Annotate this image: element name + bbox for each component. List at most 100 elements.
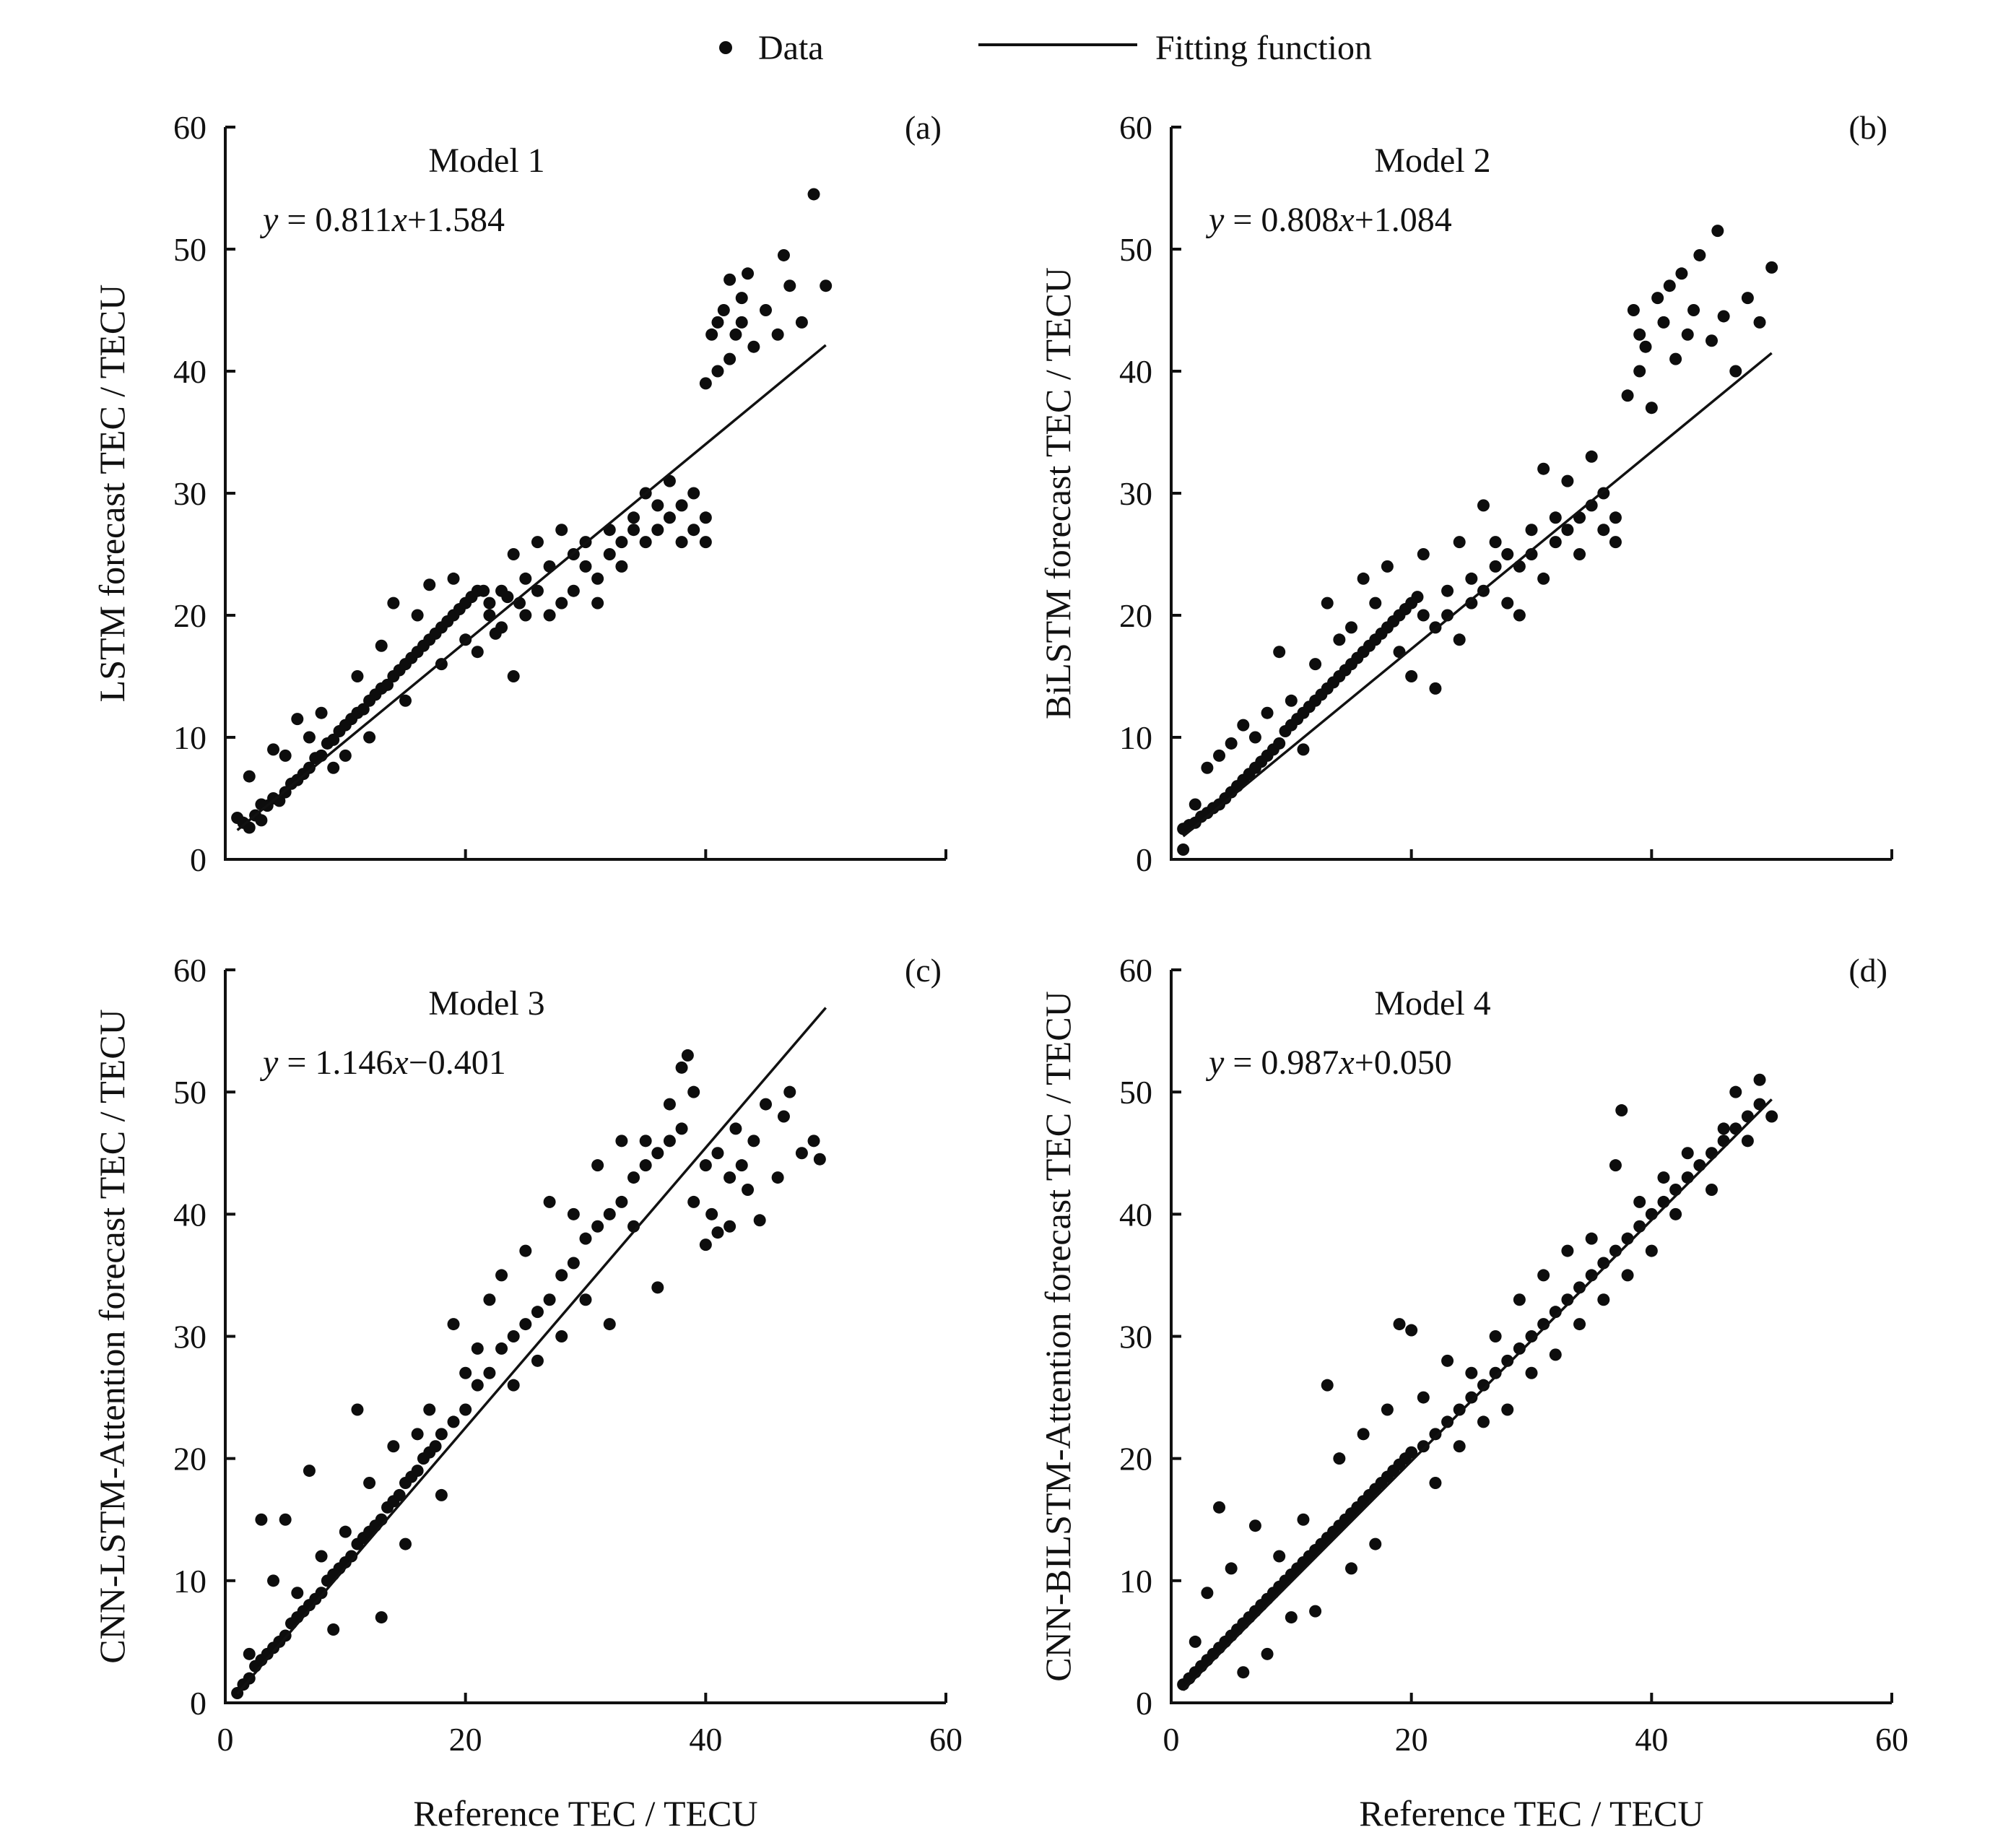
- data-point: [1513, 609, 1526, 622]
- fit-line: [1182, 1098, 1773, 1691]
- model-title: Model 2: [1374, 142, 1490, 180]
- data-point: [1237, 719, 1250, 732]
- data-point: [675, 536, 688, 549]
- y-tick-label: 10: [1119, 719, 1152, 756]
- data-point: [1477, 1415, 1490, 1428]
- data-point: [1477, 1379, 1490, 1392]
- y-tick-label: 20: [173, 1441, 207, 1478]
- data-point: [651, 524, 664, 537]
- data-point: [1561, 474, 1574, 487]
- data-point: [387, 597, 400, 610]
- data-point: [579, 560, 592, 573]
- data-point: [255, 814, 268, 827]
- data-point: [771, 328, 784, 341]
- data-point: [1706, 334, 1718, 347]
- data-point: [1633, 328, 1646, 341]
- data-point: [471, 1342, 484, 1355]
- data-point: [1225, 1562, 1238, 1575]
- data-point: [1417, 609, 1430, 622]
- data-point: [1537, 462, 1550, 475]
- data-point: [783, 279, 796, 292]
- data-point: [519, 609, 532, 622]
- data-point: [651, 1147, 664, 1160]
- data-point: [1639, 340, 1652, 353]
- data-point: [363, 731, 376, 744]
- data-point: [1585, 1232, 1598, 1245]
- data-point: [1561, 524, 1574, 537]
- data-point: [1753, 1073, 1766, 1086]
- data-point: [1453, 1403, 1466, 1416]
- data-point: [543, 1293, 556, 1306]
- data-point: [687, 487, 700, 500]
- data-point: [1711, 225, 1724, 238]
- data-point: [1465, 572, 1478, 585]
- data-point: [1501, 548, 1514, 560]
- data-point: [423, 578, 436, 591]
- data-point: [711, 316, 724, 329]
- data-point: [820, 279, 833, 292]
- data-point: [1501, 597, 1514, 610]
- y-tick-label: 20: [173, 597, 207, 634]
- data-point: [303, 761, 316, 774]
- data-point: [291, 1587, 304, 1600]
- data-point: [777, 248, 790, 261]
- data-point: [435, 1428, 448, 1441]
- data-point: [1525, 1366, 1538, 1379]
- data-point: [615, 536, 628, 549]
- data-point: [1627, 304, 1640, 316]
- y-tick-label: 50: [1119, 231, 1152, 268]
- data-point: [783, 1085, 796, 1098]
- data-point: [1717, 1135, 1730, 1148]
- data-point: [675, 499, 688, 512]
- data-point: [1717, 310, 1730, 323]
- data-point: [1621, 1269, 1634, 1282]
- data-point: [1405, 1446, 1418, 1459]
- data-point: [1525, 524, 1538, 537]
- y-tick-label: 30: [1119, 1319, 1152, 1355]
- data-point: [742, 1184, 755, 1196]
- data-point: [507, 1330, 520, 1342]
- y-tick-label: 0: [190, 841, 207, 878]
- data-point: [519, 1244, 532, 1257]
- fit-equation: y = 0.808x+1.084: [1205, 201, 1452, 239]
- y-tick-label: 40: [1119, 353, 1152, 390]
- data-point: [1333, 633, 1346, 646]
- data-point: [543, 609, 556, 622]
- data-point: [699, 377, 712, 390]
- data-point: [1597, 524, 1610, 537]
- data-point: [1273, 737, 1286, 750]
- data-point: [357, 703, 370, 716]
- data-point: [393, 1488, 406, 1501]
- data-point: [1393, 1318, 1406, 1331]
- data-point: [435, 1488, 448, 1501]
- data-point: [1465, 1391, 1478, 1404]
- y-tick-label: 50: [173, 1074, 207, 1111]
- data-point: [711, 365, 724, 378]
- data-point: [1717, 1122, 1730, 1135]
- data-point: [1213, 1501, 1226, 1514]
- data-point: [1417, 1391, 1430, 1404]
- data-point: [1651, 292, 1664, 305]
- data-point: [1357, 572, 1370, 585]
- data-point: [1513, 1342, 1526, 1355]
- data-point: [579, 1232, 592, 1245]
- data-point: [507, 1379, 520, 1392]
- data-point: [1706, 1147, 1718, 1160]
- y-tick-label: 40: [1119, 1196, 1152, 1233]
- data-point: [777, 1110, 790, 1123]
- data-point: [1357, 1428, 1370, 1441]
- data-point: [760, 1098, 772, 1111]
- data-point: [747, 1135, 760, 1148]
- data-point: [1633, 365, 1646, 378]
- data-point: [351, 1403, 364, 1416]
- data-point: [1381, 1403, 1394, 1416]
- data-point: [1489, 560, 1502, 573]
- data-point: [579, 1293, 592, 1306]
- data-point: [531, 536, 544, 549]
- data-point: [753, 1214, 766, 1227]
- data-point: [429, 1440, 442, 1453]
- data-point: [1345, 621, 1357, 634]
- x-tick-label: 40: [1635, 1721, 1668, 1758]
- data-point: [1189, 798, 1202, 811]
